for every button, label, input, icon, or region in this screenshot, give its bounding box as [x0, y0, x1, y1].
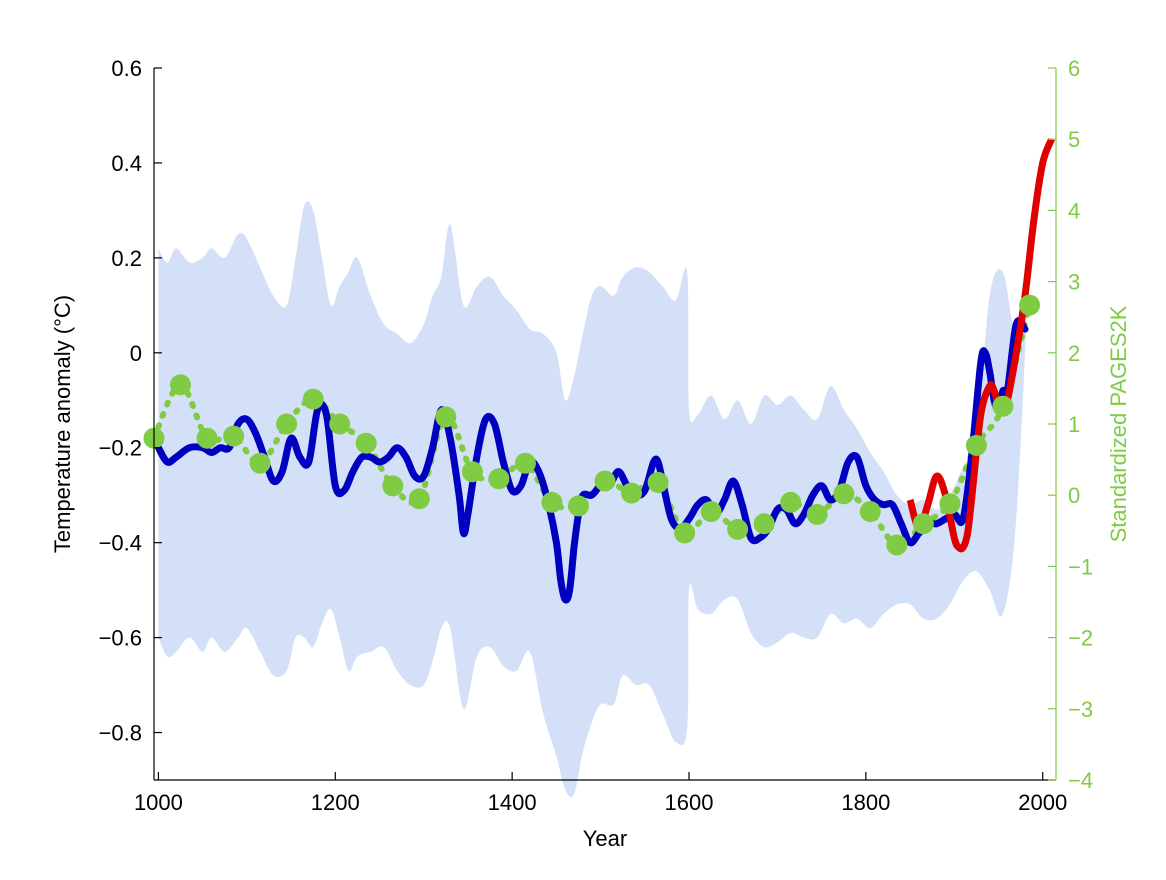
x-tick-label: 1800	[841, 790, 890, 815]
y-axis-title: Temperature anomaly (°C)	[50, 295, 75, 553]
y2-tick-label: 6	[1068, 56, 1080, 81]
pages2k-dot	[461, 461, 483, 483]
pages2k-dot	[541, 491, 563, 513]
pages2k-dot	[355, 432, 377, 454]
pages2k-dot	[753, 513, 775, 535]
pages2k-dot	[382, 475, 404, 497]
uncertainty-band	[158, 201, 1030, 798]
pages2k-dot	[435, 406, 457, 428]
pages2k-dot	[276, 413, 298, 435]
pages2k-dot	[1019, 294, 1040, 316]
y2-tick-label: 2	[1068, 341, 1080, 366]
pages2k-dot	[568, 495, 589, 517]
x-tick-label: 2000	[1018, 790, 1067, 815]
y2-tick-label: 0	[1068, 483, 1080, 508]
y-tick-label: −0.2	[99, 436, 142, 461]
x-axis-title: Year	[583, 826, 627, 851]
uncertainty-band-layer	[158, 201, 1030, 798]
x-tick-label: 1600	[665, 790, 714, 815]
y2-tick-label: 5	[1068, 127, 1080, 152]
pages2k-dot	[727, 518, 749, 540]
y-tick-label: 0	[130, 341, 142, 366]
y2-tick-label: −3	[1068, 697, 1093, 722]
pages2k-dot	[886, 534, 908, 556]
pages2k-dot	[833, 483, 855, 505]
pages2k-dot	[249, 452, 271, 474]
pages2k-dot	[647, 471, 669, 493]
y-tick-label: −0.4	[99, 531, 142, 556]
pages2k-dot	[594, 470, 616, 492]
y2-tick-label: 3	[1068, 270, 1080, 295]
y2-tick-label: 4	[1068, 198, 1080, 223]
pages2k-dot	[674, 522, 696, 544]
pages2k-dot	[196, 427, 218, 449]
pages2k-dot	[408, 488, 430, 510]
pages2k-dot	[170, 374, 191, 396]
y-tick-label: 0.2	[111, 246, 142, 271]
axes-layer: 1000 1200 1400 1600 1800 2000−0.8−0.6−0.4−0.2…	[99, 56, 1094, 815]
pages2k-dots-layer	[143, 294, 1040, 556]
x-tick-label: 1400	[488, 790, 537, 815]
x-tick-label: 1000	[134, 790, 183, 815]
pages2k-dot	[514, 452, 536, 474]
pages2k-dot	[488, 468, 510, 490]
y-tick-label: 0.4	[111, 151, 142, 176]
y2-tick-label: −2	[1068, 626, 1093, 651]
y2-tick-label: −1	[1068, 554, 1093, 579]
y-tick-label: −0.8	[99, 721, 142, 746]
pages2k-dot	[806, 503, 828, 525]
y2-tick-label: −4	[1068, 768, 1093, 793]
pages2k-dot	[700, 501, 722, 523]
pages2k-dot	[329, 413, 351, 435]
y2-axis-title: Standardized PAGES2K	[1106, 305, 1131, 542]
pages2k-dot	[780, 491, 802, 513]
y2-tick-label: 1	[1068, 412, 1080, 437]
pages2k-dot	[302, 388, 324, 410]
pages2k-dot	[621, 482, 642, 504]
y-tick-label: 0.6	[111, 56, 142, 81]
pages2k-dot	[912, 513, 934, 535]
pages2k-dot	[223, 425, 245, 447]
pages2k-dot	[859, 501, 881, 523]
pages2k-dot	[939, 493, 961, 515]
x-tick-label: 1200	[311, 790, 360, 815]
y-tick-label: −0.6	[99, 626, 142, 651]
pages2k-dot	[965, 434, 987, 456]
pages2k-dot	[992, 395, 1014, 417]
